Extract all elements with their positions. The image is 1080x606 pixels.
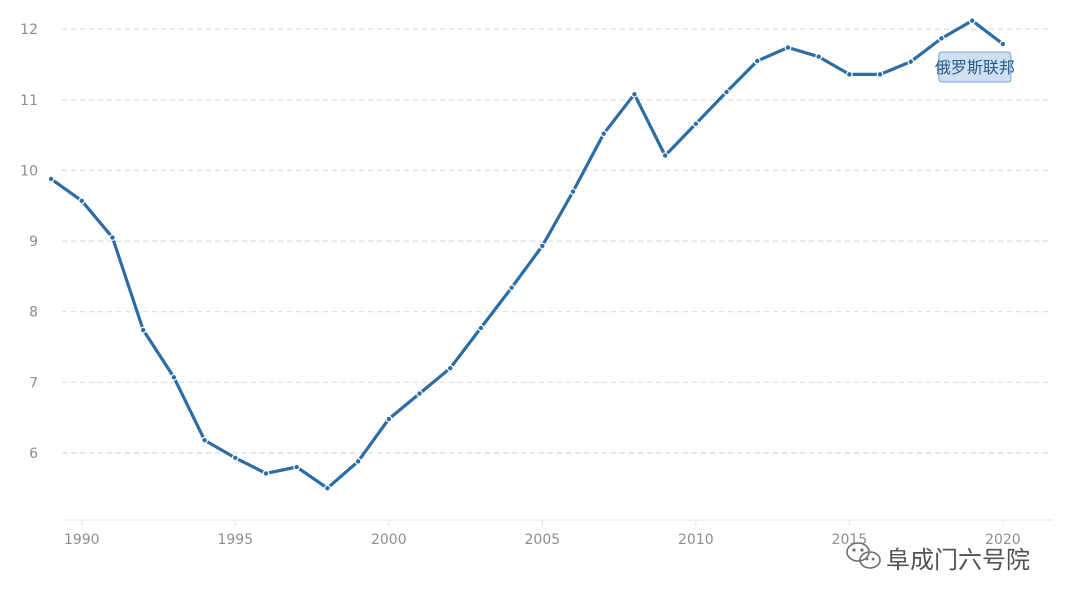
series-tag-label: 俄罗斯联邦 xyxy=(935,58,1015,77)
data-point xyxy=(231,454,239,462)
watermark: 阜成门六号院 xyxy=(846,542,1030,574)
data-point xyxy=(78,197,86,205)
x-tick-label: 2000 xyxy=(371,532,407,548)
data-point xyxy=(631,90,638,98)
data-point xyxy=(385,415,393,423)
x-tick-label: 1990 xyxy=(64,532,100,548)
data-point xyxy=(477,324,485,332)
data-point xyxy=(508,284,516,292)
y-tick-label: 6 xyxy=(29,446,38,462)
x-tick-label: 2005 xyxy=(525,532,561,548)
data-point xyxy=(354,457,362,465)
data-point xyxy=(600,130,608,138)
series-tag-box xyxy=(938,51,1012,83)
data-point xyxy=(876,70,884,78)
data-point xyxy=(845,70,853,78)
axes: 6 7 8 9 10 11 12 1990 1995 2000 2005 2010 2015 2020 xyxy=(20,22,1052,548)
data-point xyxy=(262,469,270,477)
data-point xyxy=(999,40,1007,48)
y-tick-label: 12 xyxy=(20,22,38,38)
data-point xyxy=(139,326,147,334)
x-tick-label: 2015 xyxy=(832,532,868,548)
series-tags: 俄罗斯联邦 xyxy=(935,51,1015,83)
wechat-icon xyxy=(846,542,881,569)
data-point xyxy=(170,373,178,381)
watermark-text: 阜成门六号院 xyxy=(886,546,1030,574)
gridlines xyxy=(62,28,1052,454)
data-point xyxy=(661,152,669,159)
series-line xyxy=(49,19,1005,490)
x-tick-label: 1995 xyxy=(217,532,253,548)
data-point xyxy=(723,88,730,96)
y-tick-label: 9 xyxy=(29,234,38,250)
data-point xyxy=(47,175,55,183)
data-point xyxy=(968,17,976,25)
y-tick-label: 8 xyxy=(29,305,38,321)
data-point xyxy=(753,57,761,65)
series xyxy=(47,17,1007,492)
data-point xyxy=(692,120,700,128)
data-point xyxy=(109,234,116,241)
data-point xyxy=(907,58,915,66)
data-point xyxy=(201,436,208,444)
y-tick-label: 10 xyxy=(20,163,38,179)
data-point xyxy=(938,34,945,42)
data-point xyxy=(446,364,454,372)
y-tick-label: 7 xyxy=(29,375,38,391)
data-point xyxy=(324,484,331,492)
data-point xyxy=(538,242,546,250)
x-tick-label: 2020 xyxy=(985,532,1021,548)
y-tick-label: 11 xyxy=(20,93,38,109)
data-point xyxy=(815,53,823,61)
data-point xyxy=(784,44,792,51)
data-point xyxy=(293,463,301,471)
data-point xyxy=(416,390,423,397)
x-tick-label: 2010 xyxy=(678,532,714,548)
data-point xyxy=(569,188,577,196)
